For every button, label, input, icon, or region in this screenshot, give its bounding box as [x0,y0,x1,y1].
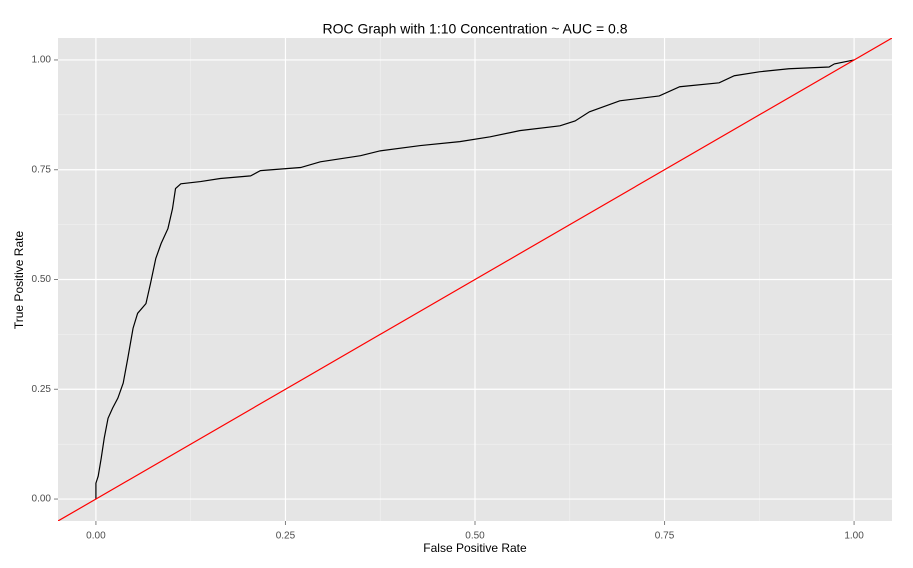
series-line [95,59,855,500]
x-tick-label: 0.00 [86,531,106,542]
x-tick-label: 0.50 [465,531,485,542]
y-axis-title: True Positive Rate [12,231,26,330]
x-tick-label: 1.00 [844,531,864,542]
x-tick-label: 0.75 [655,531,675,542]
y-tick-label: 0.25 [32,384,52,395]
y-tick-label: 0.50 [32,274,52,285]
series-line [58,38,892,521]
chart-title: ROC Graph with 1:10 Concentration ~ AUC … [322,21,627,37]
y-tick-label: 0.75 [32,164,52,175]
y-tick-label: 1.00 [32,55,52,66]
y-tick-label: 0.00 [32,494,52,505]
x-axis-title: False Positive Rate [423,541,527,555]
x-tick-label: 0.25 [276,531,296,542]
